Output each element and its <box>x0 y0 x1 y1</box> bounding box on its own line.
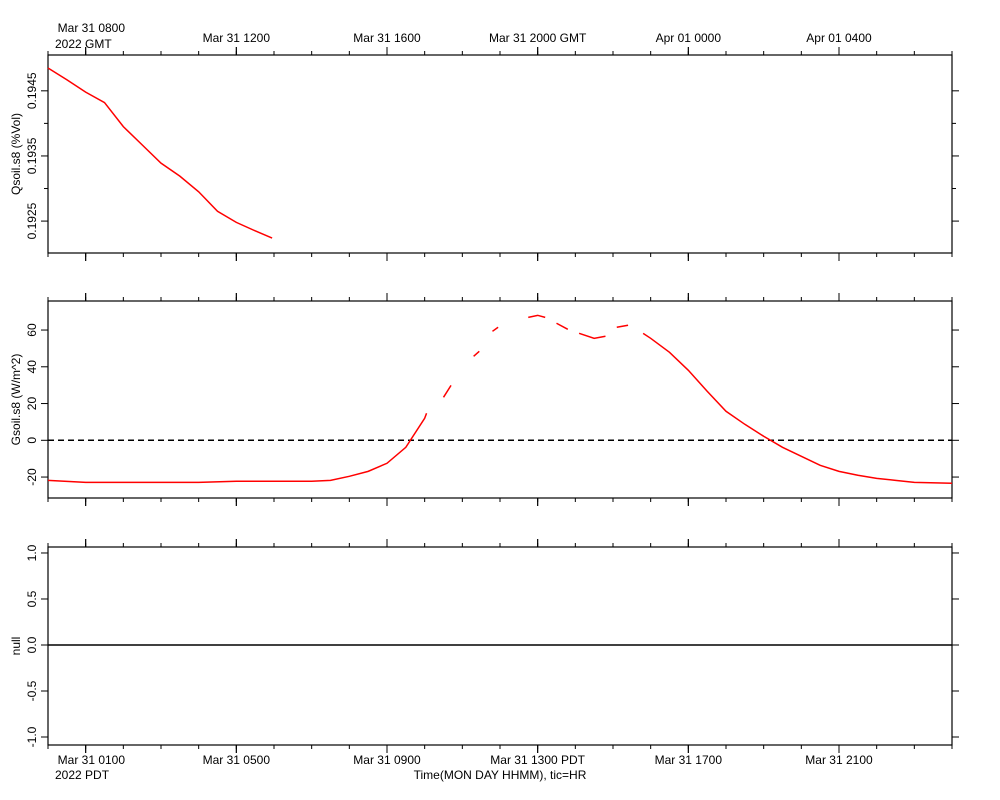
x-axis-label: Time(MON DAY HHMM), tic=HR <box>414 768 587 782</box>
x-tick-label: Mar 31 1600 <box>353 31 421 45</box>
y-axis-label: Qsoil.s8 (%Vol) <box>9 113 23 195</box>
x-tick-label: Apr 01 0000 <box>656 31 722 45</box>
y-tick-label: -0.5 <box>25 680 39 701</box>
y-tick-label: 1.0 <box>25 544 39 561</box>
x-axis-note: 2022 GMT <box>55 37 112 51</box>
y-tick-label: 0.1935 <box>25 137 39 174</box>
y-tick-label: 0.1925 <box>25 202 39 239</box>
y-tick-label: 20 <box>25 397 39 411</box>
x-tick-label: Mar 31 0100 <box>58 753 126 767</box>
y-tick-label: -20 <box>25 468 39 486</box>
x-tick-label: Mar 31 1200 <box>203 31 271 45</box>
x-tick-label: Mar 31 1300 PDT <box>490 753 585 767</box>
x-tick-label: Apr 01 0400 <box>806 31 872 45</box>
x-axis-note: 2022 PDT <box>55 768 110 782</box>
data-line <box>47 314 953 485</box>
data-line <box>47 67 273 239</box>
y-tick-label: 40 <box>25 360 39 374</box>
plot-frame <box>47 300 953 499</box>
y-tick-label: 0.0 <box>25 636 39 653</box>
y-tick-label: 0.5 <box>25 590 39 607</box>
x-tick-label: Mar 31 0800 <box>58 21 126 35</box>
x-tick-label: Mar 31 1700 <box>655 753 723 767</box>
y-tick-label: 0 <box>25 437 39 444</box>
x-tick-label: Mar 31 2000 GMT <box>489 31 587 45</box>
x-tick-label: Mar 31 0500 <box>203 753 271 767</box>
y-axis-label: null <box>9 637 23 656</box>
y-tick-label: 0.1945 <box>25 72 39 109</box>
plot-frame <box>47 546 953 746</box>
y-axis-label: Gsoil.s8 (W/m^2) <box>9 354 23 446</box>
plot-frame <box>47 54 953 254</box>
y-tick-label: 60 <box>25 323 39 337</box>
x-tick-label: Mar 31 0900 <box>353 753 421 767</box>
x-tick-label: Mar 31 2100 <box>805 753 873 767</box>
y-tick-label: -1.0 <box>25 726 39 747</box>
